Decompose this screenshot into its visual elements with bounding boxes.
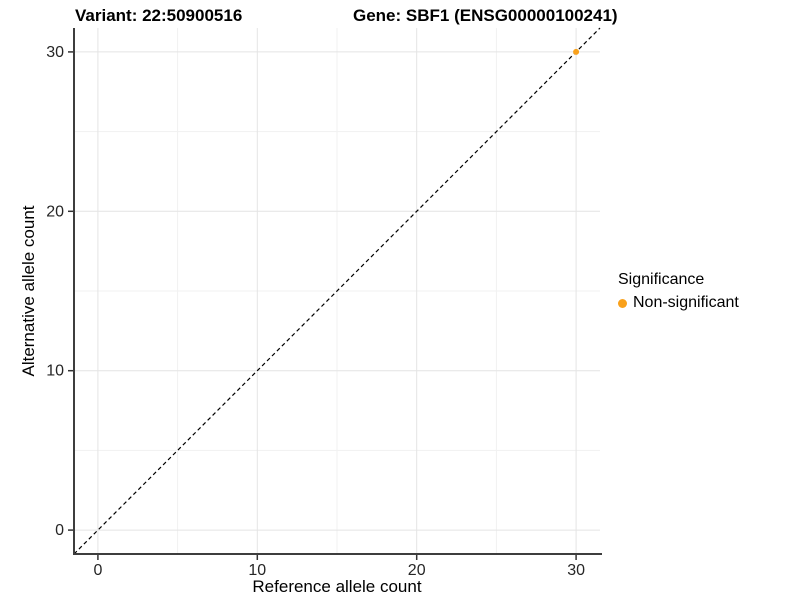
identity-dashed-line [73,27,601,555]
legend-title: Significance [618,271,705,288]
y-tick-label: 10 [46,363,64,380]
x-tick-label: 0 [93,562,102,579]
y-tick-label: 0 [55,522,64,539]
y-tick-label: 20 [46,203,64,220]
y-tick-label: 30 [46,44,64,61]
data-point [573,48,580,55]
legend-item-label: Non-significant [633,294,739,311]
plot-title-gene: Gene: SBF1 (ENSG00000100241) [353,6,618,25]
y-axis-title: Alternative allele count [19,205,38,377]
legend-item-non-significant: Non-significant [618,294,739,312]
x-axis-title: Reference allele count [252,577,422,596]
plot-title-variant: Variant: 22:50900516 [75,6,243,25]
x-tick-label: 30 [567,562,585,579]
legend-point-icon [618,298,627,308]
legend: Significance Non-significant [618,271,739,312]
x-tick-label: 10 [248,562,266,579]
x-tick-label: 20 [408,562,426,579]
